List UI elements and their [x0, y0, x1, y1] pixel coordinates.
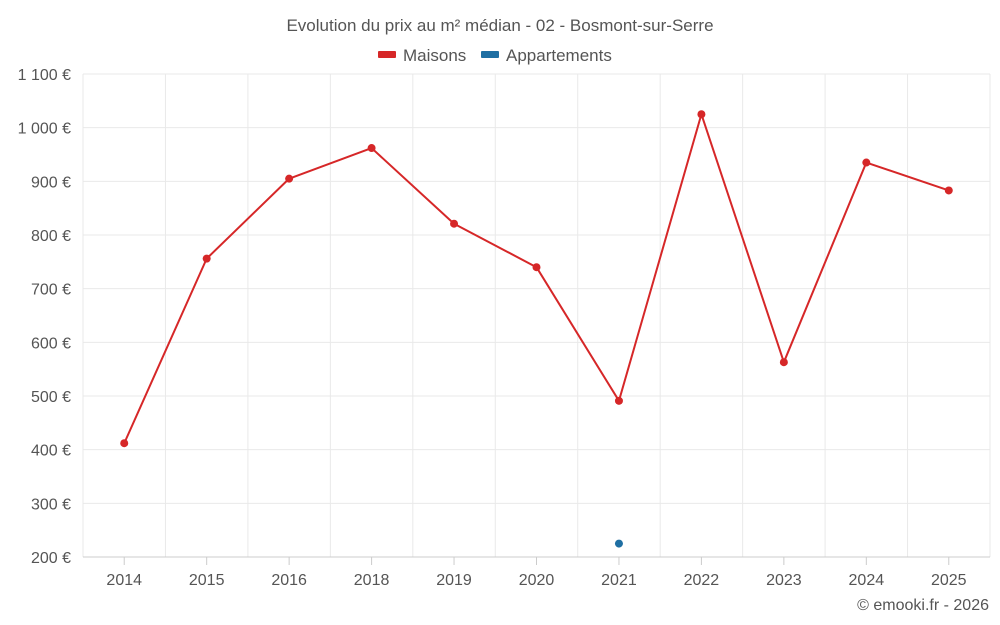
y-tick-label: 800 € — [31, 228, 71, 245]
x-tick-label: 2023 — [766, 572, 802, 589]
grid — [82, 73, 991, 558]
data-point-maisons[interactable] — [944, 186, 953, 195]
y-tick-label: 1 000 € — [18, 121, 71, 138]
x-tick-label: 2015 — [189, 572, 225, 589]
y-axis-ticks: 200 € 300 € 400 € 500 € 600 € 700 € 800 € 900 €… — [18, 67, 71, 567]
y-tick-label: 900 € — [31, 174, 71, 191]
y-tick-label: 300 € — [31, 496, 71, 513]
chart-title: Evolution du prix au m² médian - 02 - Bo… — [286, 16, 713, 35]
y-tick-label: 200 € — [31, 550, 71, 567]
data-point-maisons[interactable] — [614, 396, 623, 405]
data-point-maisons[interactable] — [202, 254, 211, 263]
x-tick-label: 2020 — [519, 572, 555, 589]
y-tick-label: 600 € — [31, 335, 71, 352]
data-point-appartements[interactable] — [614, 539, 623, 548]
legend-item-maisons[interactable]: Maisons — [378, 46, 466, 65]
data-point-maisons[interactable] — [862, 158, 871, 167]
y-tick-label: 500 € — [31, 389, 71, 406]
series-layer — [120, 110, 953, 548]
legend-swatch-maisons — [378, 51, 396, 58]
y-tick-label: 700 € — [31, 282, 71, 299]
data-point-maisons[interactable] — [285, 174, 294, 183]
legend-label-appartements: Appartements — [506, 46, 612, 65]
y-tick-label: 400 € — [31, 443, 71, 460]
x-axis-ticks: 2014 2015 2016 2018 2019 2020 2021 2022 2023 2024… — [106, 557, 967, 589]
legend: Maisons Appartements — [378, 46, 612, 65]
data-point-maisons[interactable] — [779, 358, 788, 367]
x-tick-label: 2019 — [436, 572, 472, 589]
x-tick-label: 2018 — [354, 572, 390, 589]
data-point-maisons[interactable] — [120, 439, 129, 448]
y-tick-label: 1 100 € — [18, 67, 71, 84]
x-tick-label: 2022 — [684, 572, 720, 589]
data-point-maisons[interactable] — [532, 263, 541, 272]
x-tick-label: 2016 — [271, 572, 307, 589]
credit-text: © emooki.fr - 2026 — [857, 597, 989, 614]
x-tick-label: 2024 — [849, 572, 885, 589]
data-point-maisons[interactable] — [450, 219, 459, 228]
legend-item-appartements[interactable]: Appartements — [481, 46, 612, 65]
x-tick-label: 2025 — [931, 572, 967, 589]
legend-swatch-appartements — [481, 51, 499, 58]
data-point-maisons[interactable] — [697, 110, 706, 119]
x-tick-label: 2021 — [601, 572, 637, 589]
data-point-maisons[interactable] — [367, 144, 376, 153]
legend-label-maisons: Maisons — [403, 46, 466, 65]
x-tick-label: 2014 — [106, 572, 142, 589]
